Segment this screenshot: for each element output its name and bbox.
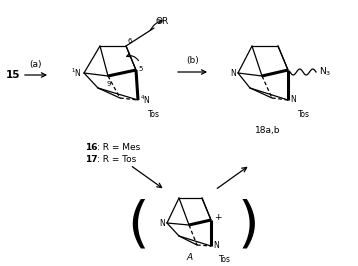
Text: N: N: [230, 69, 236, 77]
Text: Tos: Tos: [148, 110, 160, 119]
Text: A: A: [187, 253, 193, 263]
Text: 16: 16: [85, 143, 97, 152]
Text: ): ): [237, 199, 259, 253]
Text: N: N: [159, 218, 165, 227]
Text: (a): (a): [30, 60, 42, 69]
Text: : R = Mes: : R = Mes: [97, 143, 140, 152]
Text: 9: 9: [107, 81, 111, 87]
Text: $^1$N: $^1$N: [71, 67, 82, 79]
Text: $^4$N: $^4$N: [140, 94, 151, 106]
Text: 17: 17: [85, 156, 98, 164]
Text: N$_3$: N$_3$: [319, 66, 331, 78]
Text: 5: 5: [138, 66, 142, 72]
Text: (b): (b): [187, 56, 199, 65]
Text: +: +: [214, 214, 222, 222]
Text: N: N: [213, 242, 219, 251]
Text: 15: 15: [6, 70, 20, 80]
Text: 18a,b: 18a,b: [255, 126, 281, 135]
Text: Tos: Tos: [298, 110, 310, 119]
Text: N: N: [290, 95, 296, 105]
Text: Tos: Tos: [219, 255, 231, 264]
Text: (: (: [127, 199, 149, 253]
Text: : R = Tos: : R = Tos: [97, 156, 136, 164]
Text: OR: OR: [156, 17, 169, 26]
Text: 6: 6: [128, 38, 132, 44]
